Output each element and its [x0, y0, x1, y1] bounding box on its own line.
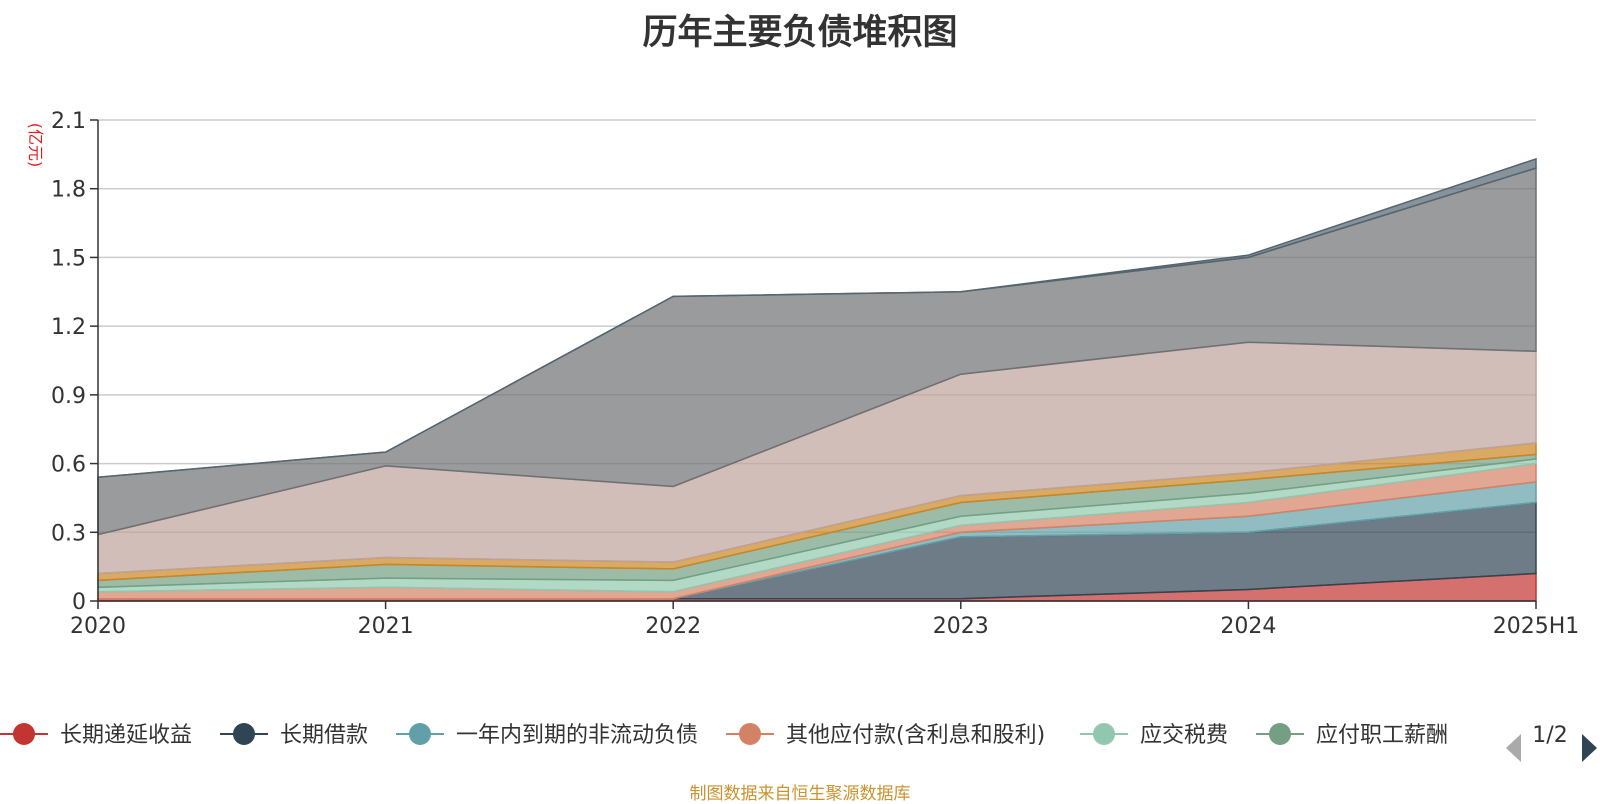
y-tick-label: 1.2 [51, 315, 86, 340]
area-series [97, 157, 1537, 602]
legend-item[interactable]: 应交税费 [1080, 723, 1228, 748]
legend-label: 长期借款 [280, 723, 368, 748]
chart-title: 历年主要负债堆积图 [642, 13, 958, 53]
y-tick-label: 0.9 [51, 384, 86, 409]
legend-label: 应付职工薪酬 [1316, 723, 1448, 748]
legend-label: 长期递延收益 [60, 723, 192, 748]
legend-marker [1093, 723, 1115, 745]
legend-item[interactable]: 长期借款 [220, 723, 368, 748]
legend-item[interactable]: 其他应付款(含利息和股利) [726, 723, 1045, 748]
x-tick-label: 2020 [70, 614, 126, 639]
x-tick-label: 2023 [933, 614, 989, 639]
y-tick-label: 1.5 [51, 246, 86, 271]
y-tick-labels: 0 0.3 0.6 0.9 1.2 1.5 1.8 2.1 [51, 109, 98, 615]
y-tick-label: 0.6 [51, 453, 86, 478]
x-tick-label: 2024 [1220, 614, 1276, 639]
legend-pager: 1/2 [1506, 723, 1597, 762]
legend-label: 应交税费 [1140, 723, 1228, 748]
x-tick-label: 2021 [358, 614, 414, 639]
legend-label: 其他应付款(含利息和股利) [786, 723, 1045, 748]
y-tick-label: 1.8 [51, 178, 86, 203]
legend-marker [233, 723, 255, 745]
area-series-9[interactable] [97, 157, 1537, 479]
legend-marker [1269, 723, 1291, 745]
x-tick-label: 2022 [645, 614, 701, 639]
legend-item[interactable]: 长期递延收益 [0, 723, 192, 748]
legend[interactable]: 长期递延收益 长期借款 一年内到期的非流动负债 其他应付款(含利息和股利) 应交税费 应付… [0, 723, 1448, 748]
y-tick-label: 0 [72, 590, 86, 615]
legend-marker [739, 723, 761, 745]
legend-page-indicator: 1/2 [1532, 723, 1567, 748]
legend-marker [13, 723, 35, 745]
legend-item[interactable]: 应付职工薪酬 [1256, 723, 1448, 748]
x-tick-label: 2025H1 [1493, 614, 1580, 639]
legend-item[interactable]: 一年内到期的非流动负债 [396, 723, 698, 748]
y-tick-label: 2.1 [51, 109, 86, 134]
source-note: 制图数据来自恒生聚源数据库 [689, 784, 911, 804]
axes [97, 120, 1536, 602]
legend-marker [409, 723, 431, 745]
y-tick-label: 0.3 [51, 521, 86, 546]
triangle-left-icon[interactable] [1506, 734, 1521, 762]
legend-label: 一年内到期的非流动负债 [456, 723, 698, 748]
y-unit-label: (亿元) [26, 123, 45, 168]
triangle-right-icon[interactable] [1582, 734, 1597, 762]
x-tick-labels: 2020 2021 2022 2023 2024 2025H1 [70, 601, 1579, 639]
